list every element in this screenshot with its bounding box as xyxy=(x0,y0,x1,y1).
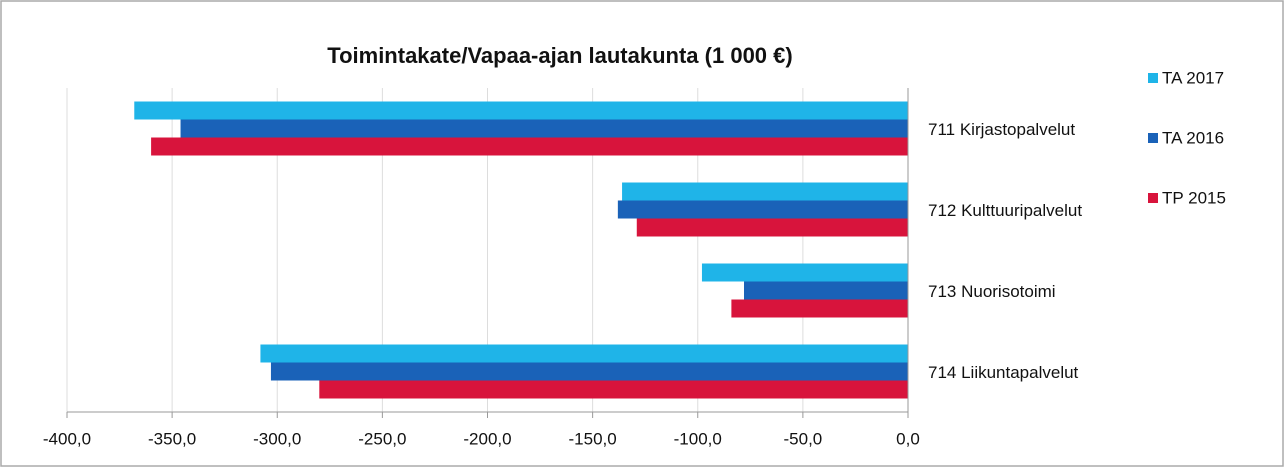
bar xyxy=(744,281,908,300)
x-tick-label: -350,0 xyxy=(148,429,196,448)
bar xyxy=(270,362,908,381)
bar xyxy=(636,218,908,237)
bar xyxy=(319,380,908,399)
x-tick-label: -300,0 xyxy=(253,429,301,448)
x-tick-label: -100,0 xyxy=(674,429,722,448)
bar xyxy=(151,137,909,156)
bar xyxy=(180,119,908,138)
bar xyxy=(134,101,908,120)
legend-swatch xyxy=(1148,133,1158,143)
category-label: 711 Kirjastopalvelut xyxy=(928,120,1075,139)
legend-label: TA 2017 xyxy=(1162,68,1224,87)
bar xyxy=(260,344,908,363)
bar xyxy=(622,182,908,201)
category-label: 713 Nuorisotoimi xyxy=(928,282,1056,301)
bar xyxy=(617,200,908,219)
bar xyxy=(731,299,908,318)
legend-swatch xyxy=(1148,73,1158,83)
chart-title: Toimintakate/Vapaa-ajan lautakunta (1 00… xyxy=(327,43,792,68)
category-label: 714 Liikuntapalvelut xyxy=(928,363,1079,382)
bar xyxy=(701,263,908,282)
legend-swatch xyxy=(1148,193,1158,203)
x-tick-label: 0,0 xyxy=(896,429,920,448)
x-tick-label: -150,0 xyxy=(569,429,617,448)
x-tick-label: -200,0 xyxy=(463,429,511,448)
legend-label: TA 2016 xyxy=(1162,128,1224,147)
x-tick-label: -250,0 xyxy=(358,429,406,448)
x-tick-label: -50,0 xyxy=(784,429,823,448)
legend-label: TP 2015 xyxy=(1162,188,1226,207)
category-label: 712 Kulttuuripalvelut xyxy=(928,201,1082,220)
x-tick-label: -400,0 xyxy=(43,429,91,448)
